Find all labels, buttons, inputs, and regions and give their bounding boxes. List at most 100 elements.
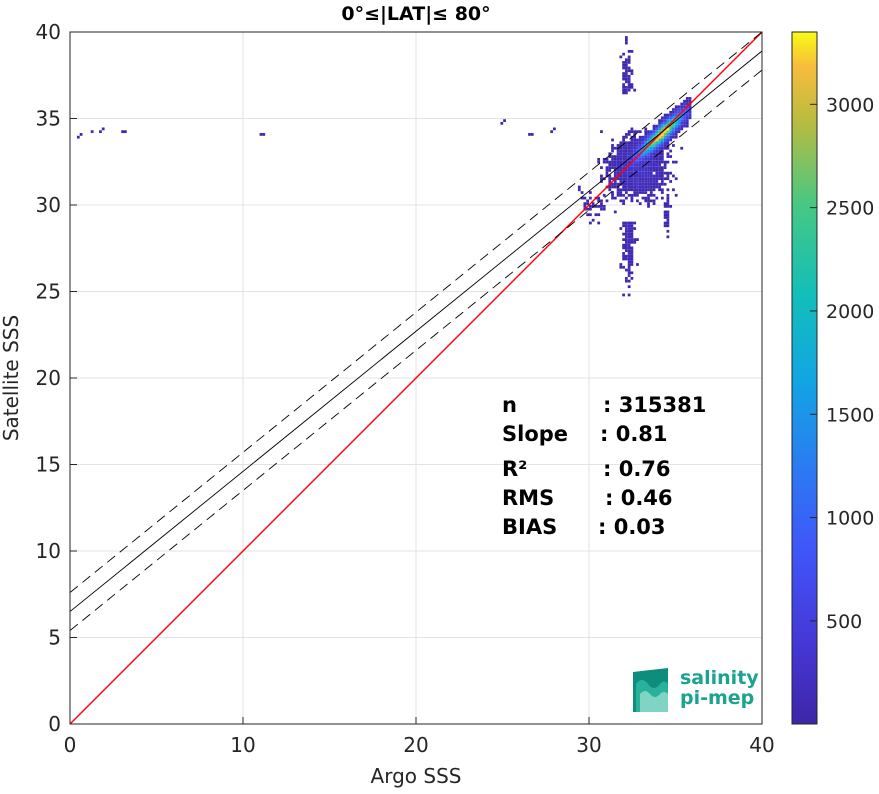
density-cell <box>652 130 656 134</box>
density-cell <box>636 188 639 192</box>
density-cell <box>627 155 631 158</box>
density-cell <box>688 105 692 109</box>
density-cell <box>594 205 598 208</box>
density-cell <box>677 110 681 114</box>
density-cell <box>630 152 634 156</box>
density-cell <box>666 160 670 164</box>
density-cell <box>663 119 667 122</box>
stat-value: : 0.46 <box>605 486 673 510</box>
density-cell <box>652 166 656 170</box>
density-cell <box>627 66 631 70</box>
density-cell <box>680 121 684 125</box>
density-cell <box>660 174 664 178</box>
density-cell <box>630 254 634 258</box>
density-cell <box>630 193 634 197</box>
density-cell <box>619 177 623 181</box>
density-cell <box>658 141 661 145</box>
density-cell <box>636 144 639 147</box>
density-cell <box>616 171 620 175</box>
density-cell <box>622 155 625 158</box>
stat-value: : 0.76 <box>603 457 671 481</box>
density-cell <box>90 130 94 134</box>
logo-line-2: pi-mep <box>680 687 754 709</box>
density-cell <box>597 160 601 164</box>
density-cell <box>624 160 628 164</box>
density-cell <box>641 141 645 145</box>
density-cell <box>652 188 656 192</box>
reference-lines <box>70 32 762 724</box>
density-cell <box>622 141 625 145</box>
density-cell <box>627 55 631 59</box>
density-cell <box>627 260 631 264</box>
density-cell <box>636 185 639 189</box>
density-cell <box>622 221 625 225</box>
density-cell <box>638 174 642 178</box>
density-cell <box>624 38 628 42</box>
density-cell <box>674 127 678 131</box>
density-cell <box>685 97 689 100</box>
density-cell <box>652 149 656 153</box>
density-cell <box>583 202 587 205</box>
density-cell <box>680 102 684 106</box>
density-cell <box>644 157 648 161</box>
stat-value: : 315381 <box>603 393 706 417</box>
density-cell <box>666 177 670 181</box>
density-cell <box>633 182 637 186</box>
density-cell <box>627 279 631 283</box>
y-tick-label: 30 <box>36 193 61 217</box>
density-cell <box>622 254 625 258</box>
density-cell <box>685 102 689 106</box>
density-cell <box>616 149 620 153</box>
density-cell <box>622 202 625 205</box>
density-cell <box>611 193 614 197</box>
density-cell <box>677 105 681 109</box>
density-cell <box>666 218 670 222</box>
density-cell <box>649 199 653 203</box>
density-cell <box>630 85 634 89</box>
density-cell <box>613 160 617 164</box>
density-cell <box>633 160 637 164</box>
density-cell <box>619 169 623 172</box>
density-cell <box>655 180 659 183</box>
density-cell <box>600 166 603 170</box>
colorbar-frame <box>791 31 818 725</box>
density-cell <box>630 257 634 261</box>
y-tick-label: 15 <box>36 453 61 477</box>
density-cell <box>638 155 642 158</box>
density-cell <box>624 157 628 161</box>
density-cell <box>633 180 637 183</box>
density-cell <box>658 157 661 161</box>
density-cell <box>622 188 625 192</box>
density-cell <box>660 146 664 150</box>
density-cell <box>627 265 631 269</box>
density-cell <box>672 135 675 139</box>
density-cell <box>688 116 692 120</box>
density-cell <box>627 185 631 189</box>
density-cell <box>627 58 631 62</box>
density-cell <box>647 166 650 170</box>
density-cell <box>680 124 684 128</box>
density-cell <box>644 160 648 164</box>
density-cell <box>660 188 664 192</box>
density-cell <box>616 163 620 167</box>
density-cell <box>674 177 678 181</box>
density-cell <box>259 133 263 136</box>
density-cell <box>641 135 645 139</box>
density-cell <box>619 152 623 156</box>
density-cell <box>652 185 656 189</box>
density-cell <box>622 238 625 241</box>
density-cell <box>622 63 625 67</box>
density-cell <box>652 146 656 150</box>
density-cell <box>619 146 623 150</box>
density-cell <box>633 240 637 244</box>
density-cell <box>624 191 628 194</box>
density-cell <box>624 85 628 89</box>
density-cell <box>101 127 105 131</box>
density-cell <box>663 177 667 181</box>
density-cell <box>624 169 628 172</box>
density-cell <box>683 105 686 109</box>
density-cell <box>624 74 628 78</box>
density-cell <box>666 193 670 197</box>
density-cell <box>663 205 667 208</box>
density-cell <box>655 155 659 158</box>
